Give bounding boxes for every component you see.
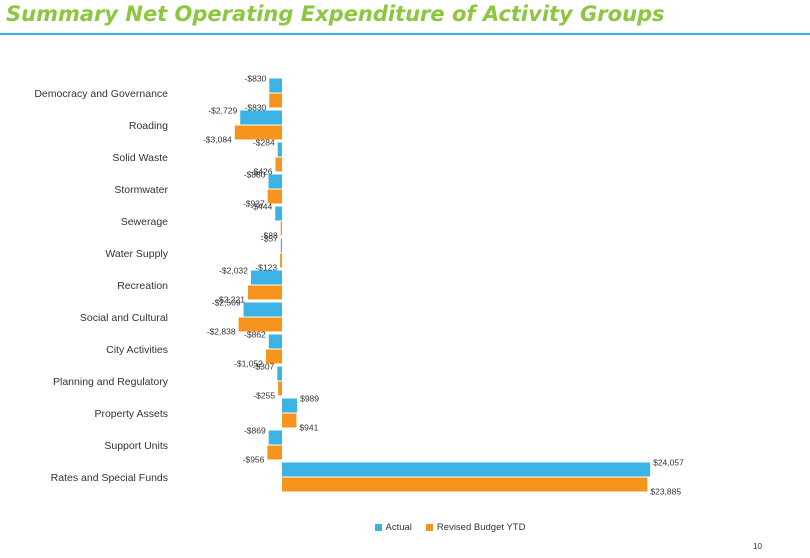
bar-actual-property-assets xyxy=(282,398,298,413)
bar-actual-support-units xyxy=(268,430,282,445)
bar-revised-budget-ytd-rates-and-special-funds xyxy=(282,477,648,492)
data-label-revised-budget-ytd-property-assets: $941 xyxy=(299,423,318,433)
data-label-actual-support-units: -$869 xyxy=(244,426,266,436)
page-title: Summary Net Operating Expenditure of Act… xyxy=(6,2,665,26)
data-label-actual-solid-waste: -$284 xyxy=(253,138,275,148)
bar-revised-budget-ytd-sewerage xyxy=(280,221,282,236)
bar-actual-social-and-cultural xyxy=(243,302,282,317)
data-label-revised-budget-ytd-democracy-and-governance: -$830 xyxy=(245,103,267,113)
data-label-actual-roading: -$2,729 xyxy=(208,106,237,116)
bar-actual-solid-waste xyxy=(277,142,282,157)
category-label-water-supply: Water Supply xyxy=(105,248,168,260)
bar-actual-rates-and-special-funds xyxy=(282,462,651,477)
data-label-revised-budget-ytd-social-and-cultural: -$2,838 xyxy=(207,327,236,337)
bar-revised-budget-ytd-stormwater xyxy=(267,189,282,204)
category-label-recreation: Recreation xyxy=(117,280,168,292)
data-label-revised-budget-ytd-planning-and-regulatory: -$255 xyxy=(253,391,275,401)
legend-item-actual: Actual xyxy=(374,522,412,533)
bar-revised-budget-ytd-property-assets xyxy=(282,413,297,428)
bar-chart: Democracy and Governance -$830 -$830 Roadin… xyxy=(34,74,684,497)
category-label-property-assets: Property Assets xyxy=(94,408,168,420)
data-label-revised-budget-ytd-city-activities: -$1,052 xyxy=(234,359,263,369)
category-label-sewerage: Sewerage xyxy=(121,216,168,228)
data-label-revised-budget-ytd-water-supply: -$123 xyxy=(255,263,277,273)
category-label-stormwater: Stormwater xyxy=(114,184,168,196)
category-label-planning-and-regulatory: Planning and Regulatory xyxy=(53,376,169,388)
bar-actual-roading xyxy=(240,110,282,125)
data-label-revised-budget-ytd-recreation: -$2,221 xyxy=(216,295,245,305)
bar-revised-budget-ytd-social-and-cultural xyxy=(238,317,282,332)
category-label-roading: Roading xyxy=(129,120,168,132)
bar-revised-budget-ytd-recreation xyxy=(248,285,282,300)
chart-legend: Actual Revised Budget YTD xyxy=(0,522,810,533)
category-label-rates-and-special-funds: Rates and Special Funds xyxy=(51,472,168,484)
legend-label-actual: Actual xyxy=(385,522,412,533)
title-divider xyxy=(0,33,810,35)
data-label-revised-budget-ytd-support-units: -$956 xyxy=(243,455,265,465)
bar-actual-democracy-and-governance xyxy=(269,78,282,93)
data-label-actual-social-and-cultural: -$2,509 xyxy=(212,298,241,308)
data-label-actual-stormwater: -$880 xyxy=(244,170,266,180)
data-label-actual-democracy-and-governance: -$830 xyxy=(245,74,267,84)
category-label-city-activities: City Activities xyxy=(106,344,168,356)
bar-actual-recreation xyxy=(250,270,282,285)
data-label-revised-budget-ytd-rates-and-special-funds: $23,885 xyxy=(650,487,681,497)
data-label-actual-sewerage: -$444 xyxy=(250,202,272,212)
bar-revised-budget-ytd-support-units xyxy=(267,445,282,460)
bar-revised-budget-ytd-planning-and-regulatory xyxy=(278,381,282,396)
bar-actual-city-activities xyxy=(268,334,282,349)
data-label-actual-planning-and-regulatory: -$307 xyxy=(253,362,275,372)
legend-item-revised-budget: Revised Budget YTD xyxy=(425,522,526,533)
bar-revised-budget-ytd-water-supply xyxy=(280,253,282,268)
bar-revised-budget-ytd-roading xyxy=(234,125,282,140)
data-label-actual-rates-and-special-funds: $24,057 xyxy=(653,458,684,468)
data-label-actual-water-supply: -$57 xyxy=(261,234,278,244)
legend-swatch-actual xyxy=(374,524,382,531)
bar-actual-stormwater xyxy=(268,174,282,189)
data-label-revised-budget-ytd-roading: -$3,084 xyxy=(203,135,232,145)
data-label-revised-budget-ytd-solid-waste: -$426 xyxy=(251,167,273,177)
category-label-support-units: Support Units xyxy=(104,440,168,452)
data-label-actual-recreation: -$2,032 xyxy=(219,266,248,276)
bar-revised-budget-ytd-democracy-and-governance xyxy=(269,93,282,108)
bar-revised-budget-ytd-city-activities xyxy=(265,349,282,364)
category-label-democracy-and-governance: Democracy and Governance xyxy=(34,88,168,100)
bar-actual-planning-and-regulatory xyxy=(277,366,282,381)
bar-actual-water-supply xyxy=(280,238,282,253)
legend-label-revised-budget: Revised Budget YTD xyxy=(436,522,526,533)
category-label-social-and-cultural: Social and Cultural xyxy=(80,312,168,324)
page-number: 10 xyxy=(753,542,762,551)
data-label-actual-city-activities: -$862 xyxy=(244,330,266,340)
data-label-actual-property-assets: $989 xyxy=(300,394,319,404)
data-label-revised-budget-ytd-stormwater: -$937 xyxy=(243,199,265,209)
data-label-revised-budget-ytd-sewerage: -$88 xyxy=(261,231,278,241)
category-label-solid-waste: Solid Waste xyxy=(112,152,168,164)
bar-revised-budget-ytd-solid-waste xyxy=(275,157,282,172)
bar-actual-sewerage xyxy=(275,206,282,221)
legend-swatch-revised-budget xyxy=(425,524,433,531)
